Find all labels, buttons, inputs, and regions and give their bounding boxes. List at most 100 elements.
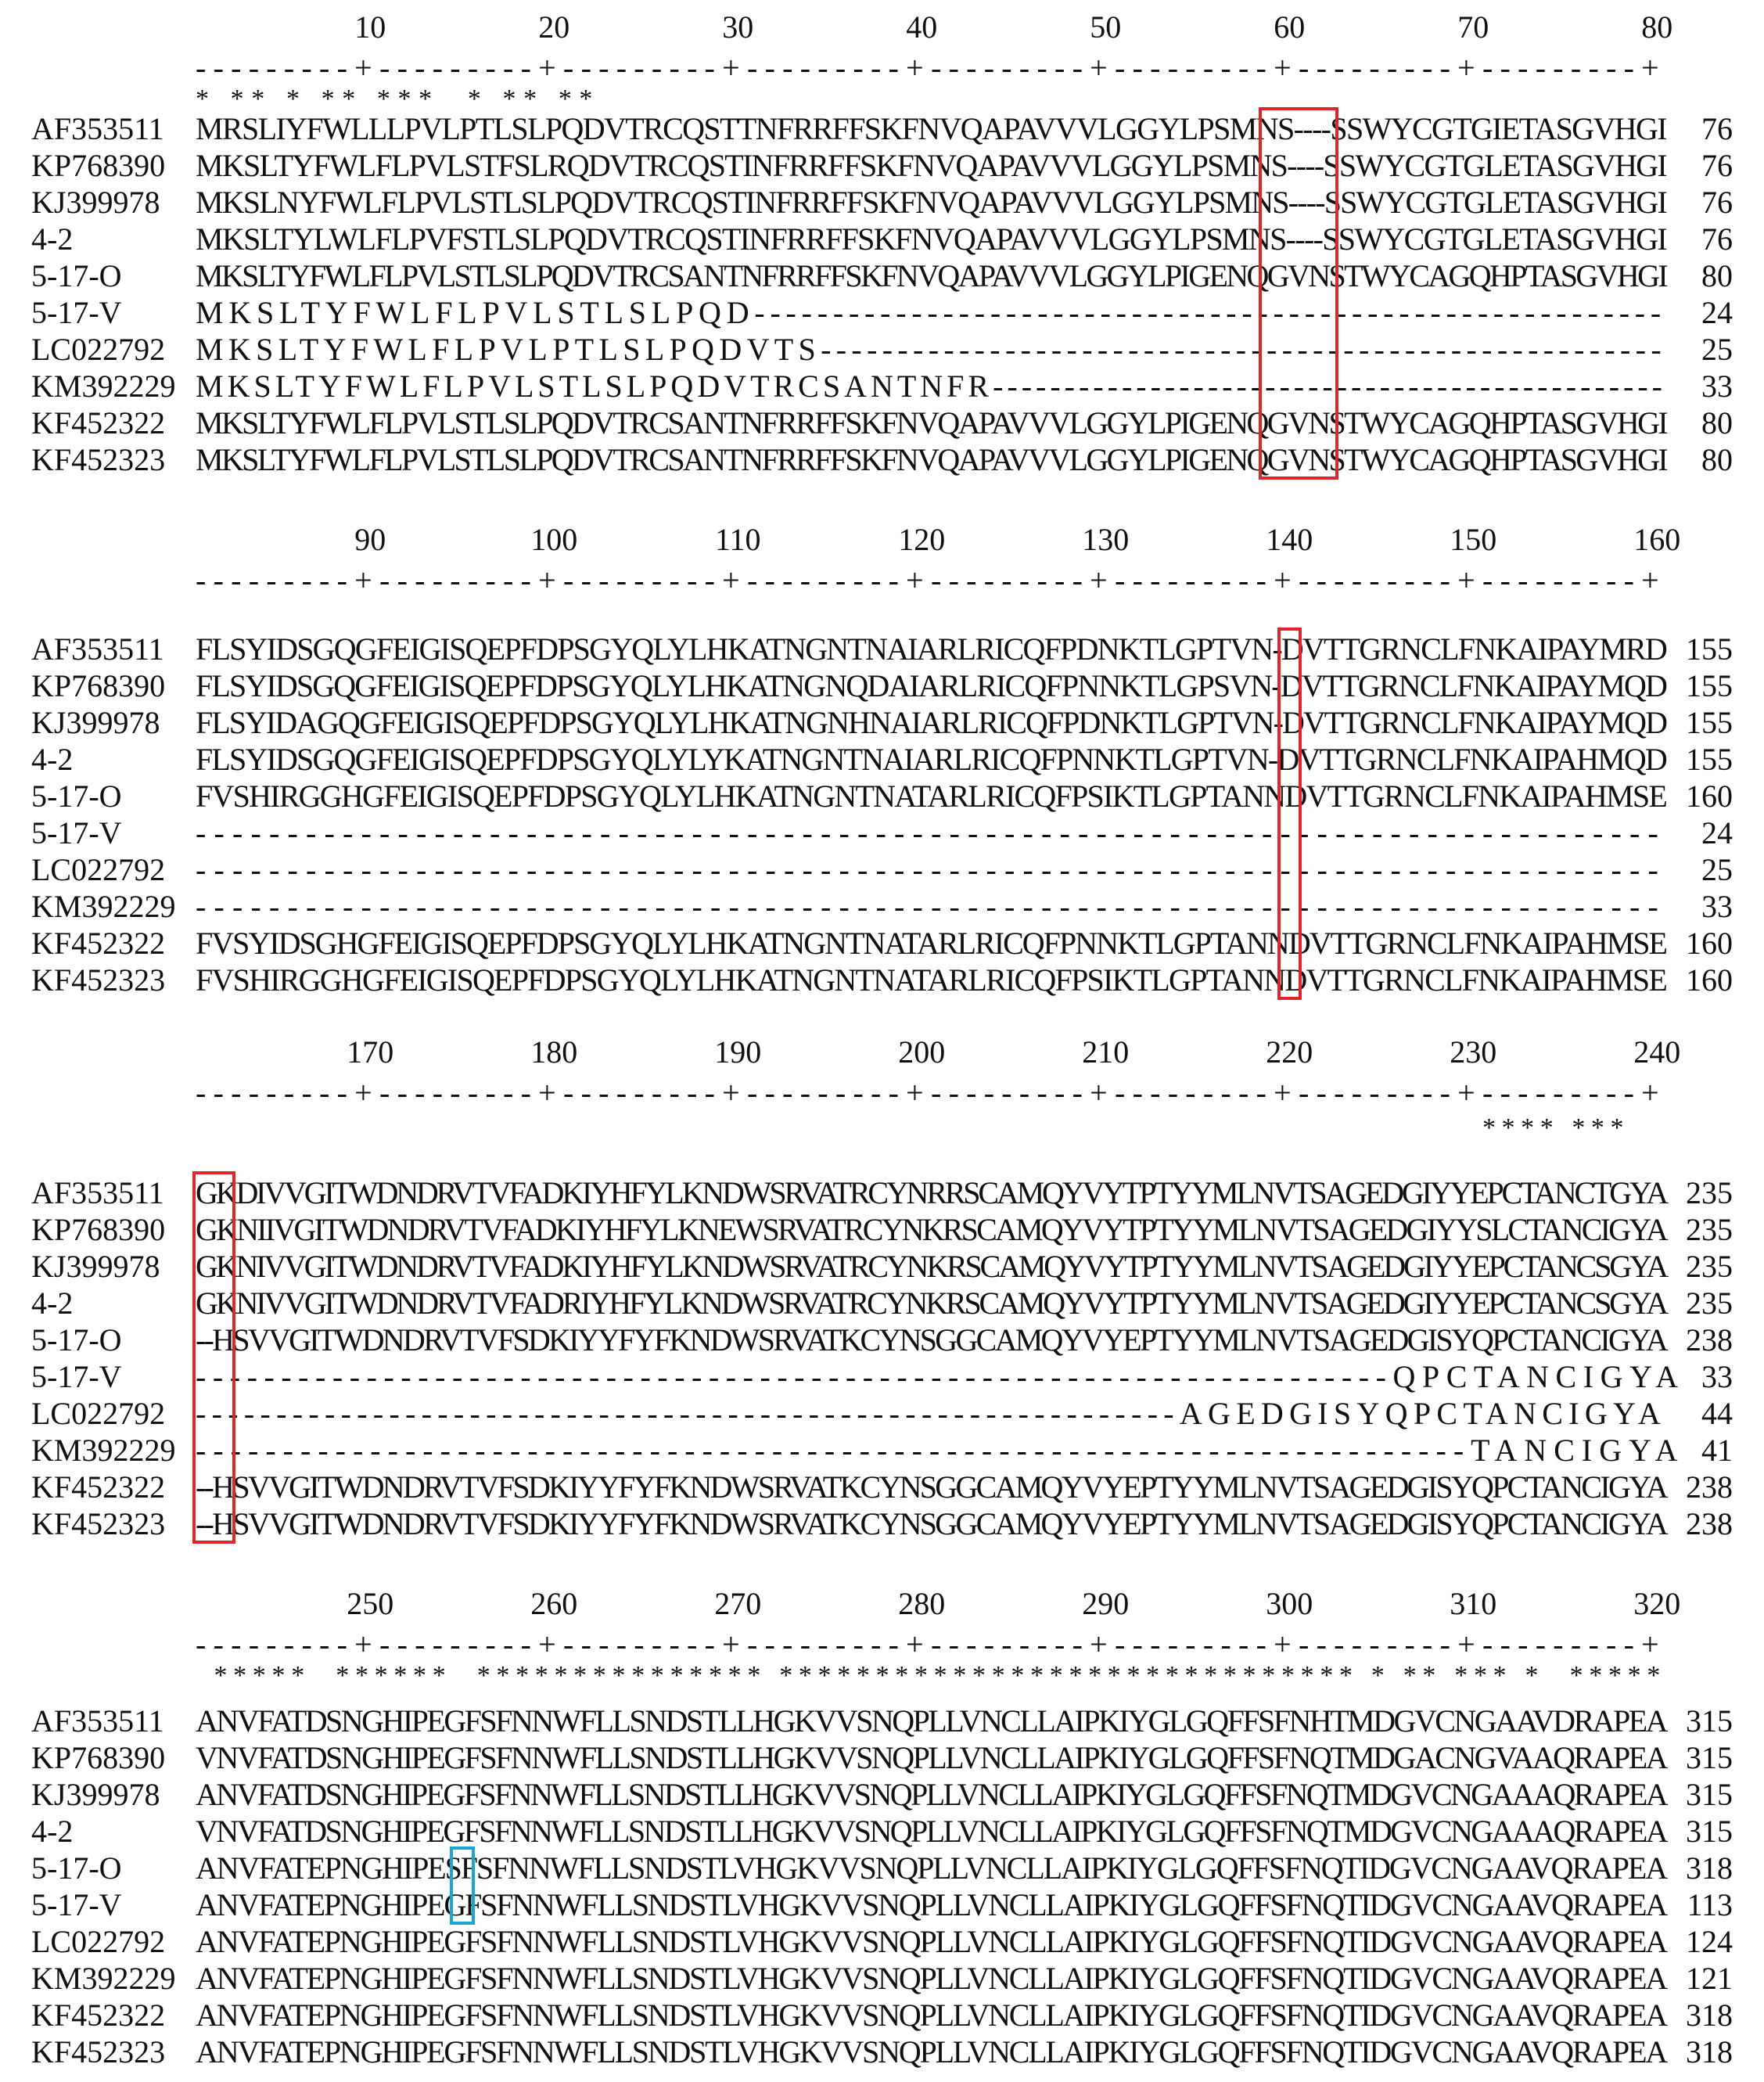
ruler-number: 40 (906, 9, 938, 45)
conservation-stars: * ** * ** *** * ** ** (196, 85, 600, 113)
sequence-name: LC022792 (31, 1924, 166, 1959)
ruler-number: 140 (1266, 522, 1313, 557)
sequence-name: AF353511 (31, 631, 164, 667)
sequence-end-position: 24 (1701, 815, 1733, 850)
sequence-name: AF353511 (31, 1175, 164, 1210)
sequence-name: 4-2 (31, 742, 74, 777)
sequence-end-position: 124 (1686, 1924, 1733, 1959)
sequence-name: KM392229 (31, 369, 176, 404)
sequence-residues: ANVFATEPNGHIPEGFSFNNWFLLSNDSTLVHGKVVSNQP… (196, 1887, 1668, 1922)
ruler-number: 280 (898, 1586, 946, 1621)
ruler-number: 260 (530, 1586, 578, 1621)
ruler-number: 180 (530, 1034, 578, 1070)
sequence-end-position: 33 (1701, 889, 1733, 924)
sequence-end-position: 160 (1686, 962, 1733, 998)
sequence-name: KJ399978 (31, 1777, 160, 1812)
sequence-residues: MKSLTYFWLFLPVLSTFSLRQDVTRCQSTINFRRFFSKFN… (196, 148, 1668, 183)
ruler-number: 110 (714, 522, 761, 557)
ruler-number: 300 (1266, 1586, 1313, 1621)
ruler-line: ---------+---------+---------+---------+… (196, 1075, 1666, 1110)
sequence-end-position: 235 (1686, 1212, 1733, 1247)
sequence-residues: ANVFATEPNGHIPESFSFNNWFLLSNDSTLVHGKVVSNQP… (196, 1850, 1668, 1886)
sequence-name: KM392229 (31, 1433, 176, 1468)
sequence-name: KF452322 (31, 926, 166, 961)
ruler-number: 310 (1450, 1586, 1497, 1621)
sequence-residues: MRSLIYFWLLLPVLPTLSLPQDVTRCQSTTNFRRFFSKFN… (196, 111, 1668, 146)
sequence-end-position: 155 (1686, 742, 1733, 777)
ruler-number: 90 (354, 522, 386, 557)
sequence-end-position: 80 (1701, 442, 1733, 477)
conservation-stars: **** *** (1482, 1113, 1629, 1142)
sequence-end-position: 44 (1701, 1396, 1733, 1431)
sequence-name: LC022792 (31, 1396, 166, 1431)
sequence-end-position: 318 (1686, 2034, 1733, 2069)
sequence-name: KF452322 (31, 405, 166, 440)
sequence-name: KJ399978 (31, 705, 160, 740)
sequence-end-position: 235 (1686, 1249, 1733, 1284)
sequence-end-position: 76 (1701, 148, 1733, 183)
ruler-number: 210 (1082, 1034, 1130, 1070)
sequence-name: 4-2 (31, 221, 74, 257)
sequence-end-position: 25 (1701, 852, 1733, 887)
sequence-residues: ----------------------------------------… (196, 889, 1666, 924)
sequence-name: KF452323 (31, 2034, 166, 2069)
sequence-residues: ANVFATEPNGHIPEGFSFNNWFLLSNDSTLVHGKVVSNQP… (196, 2034, 1668, 2069)
sequence-residues: GKNIVVGITWDNDRVTVFADRIYHFYLKNDWSRVATRCYN… (196, 1286, 1669, 1321)
ruler-number: 150 (1450, 522, 1497, 557)
sequence-name: LC022792 (31, 852, 166, 887)
sequence-residues: ----------------------------------------… (196, 815, 1666, 850)
sequence-name: 5-17-O (31, 1850, 122, 1886)
conservation-stars: ***** ****** *************** ***********… (214, 1661, 1666, 1690)
sequence-name: 5-17-O (31, 1322, 122, 1357)
sequence-residues: ----------------------------------------… (196, 1433, 1685, 1468)
sequence-residues: FVSHIRGGHGFEIGISQEPFDPSGYQLYLHKATNGNTNAT… (196, 779, 1668, 814)
sequence-end-position: 318 (1686, 1997, 1733, 2033)
sequence-residues: ANVFATEPNGHIPEGFSFNNWFLLSNDSTLVHGKVVSNQP… (196, 1997, 1668, 2033)
ruler-number: 270 (714, 1586, 762, 1621)
ruler-number: 190 (714, 1034, 762, 1070)
sequence-residues: MKSLTYLWLFLPVFSTLSLPQDVTRCQSTINFRRFFSKFN… (196, 221, 1668, 257)
sequence-name: 5-17-O (31, 258, 122, 293)
sequence-name: 5-17-O (31, 779, 122, 814)
sequence-name: KF452323 (31, 1506, 166, 1541)
sequence-end-position: 315 (1686, 1740, 1733, 1775)
sequence-residues: MKSLNYFWLFLPVLSTLSLPQDVTRCQSTINFRRFFSKFN… (196, 185, 1668, 220)
ruler-number: 70 (1457, 9, 1489, 45)
sequence-residues: FLSYIDSGQGFEIGISQEPFDPSGYQLYLYKATNGNTNAI… (196, 742, 1668, 777)
sequence-end-position: 25 (1701, 332, 1733, 367)
ruler-number: 170 (347, 1034, 394, 1070)
sequence-residues: ----------------------------------------… (196, 1396, 1666, 1431)
red-highlight-box (1277, 627, 1302, 1000)
sequence-end-position: 41 (1701, 1433, 1733, 1468)
sequence-residues: MKSLTYFWLFLPVLSTLSLPQDVTRCSANTNFR-------… (196, 369, 1666, 404)
sequence-end-position: 238 (1686, 1506, 1733, 1541)
ruler-number: 20 (538, 9, 570, 45)
ruler-number: 50 (1090, 9, 1122, 45)
sequence-name: KF452323 (31, 442, 166, 477)
sequence-end-position: 235 (1686, 1286, 1733, 1321)
sequence-residues: --HSVVGITWDNDRVTVFSDKIYYFYFKNDWSRVATKCYN… (196, 1506, 1669, 1541)
red-highlight-box (192, 1171, 235, 1544)
ruler-line: ---------+---------+---------+---------+… (196, 1627, 1666, 1662)
sequence-residues: ANVFATEPNGHIPEGFSFNNWFLLSNDSTLVHGKVVSNQP… (196, 1961, 1668, 1996)
sequence-end-position: 315 (1686, 1814, 1733, 1849)
sequence-name: KF452322 (31, 1469, 166, 1505)
ruler-number: 30 (722, 9, 754, 45)
sequence-name: KP768390 (31, 1740, 166, 1775)
sequence-end-position: 238 (1686, 1322, 1733, 1357)
sequence-residues: FLSYIDSGQGFEIGISQEPFDPSGYQLYLHKATNGNQDAI… (196, 668, 1668, 703)
sequence-residues: GKNIVVGITWDNDRVTVFADKIYHFYLKNDWSRVATRCYN… (196, 1249, 1669, 1284)
sequence-end-position: 113 (1687, 1887, 1733, 1922)
sequence-end-position: 160 (1686, 779, 1733, 814)
ruler-number: 100 (530, 522, 578, 557)
sequence-name: KJ399978 (31, 1249, 160, 1284)
sequence-residues: --HSVVGITWDNDRVTVFSDKIYYFYFKNDWSRVATKCYN… (196, 1469, 1669, 1505)
sequence-name: AF353511 (31, 1703, 164, 1739)
sequence-residues: MKSLTYFWLFLPVLSTLSLPQDVTRCSANTNFRRFFSKFN… (196, 442, 1669, 477)
sequence-residues: FVSHIRGGHGFEIGISQEPFDPSGYQLYLHKATNGNTNAT… (196, 962, 1668, 998)
ruler-number: 240 (1633, 1034, 1681, 1070)
sequence-end-position: 315 (1686, 1703, 1733, 1739)
sequence-residues: ANVFATEPNGHIPEGFSFNNWFLLSNDSTLVHGKVVSNQP… (196, 1924, 1668, 1959)
sequence-name: KP768390 (31, 148, 166, 183)
ruler-number: 220 (1266, 1034, 1313, 1070)
